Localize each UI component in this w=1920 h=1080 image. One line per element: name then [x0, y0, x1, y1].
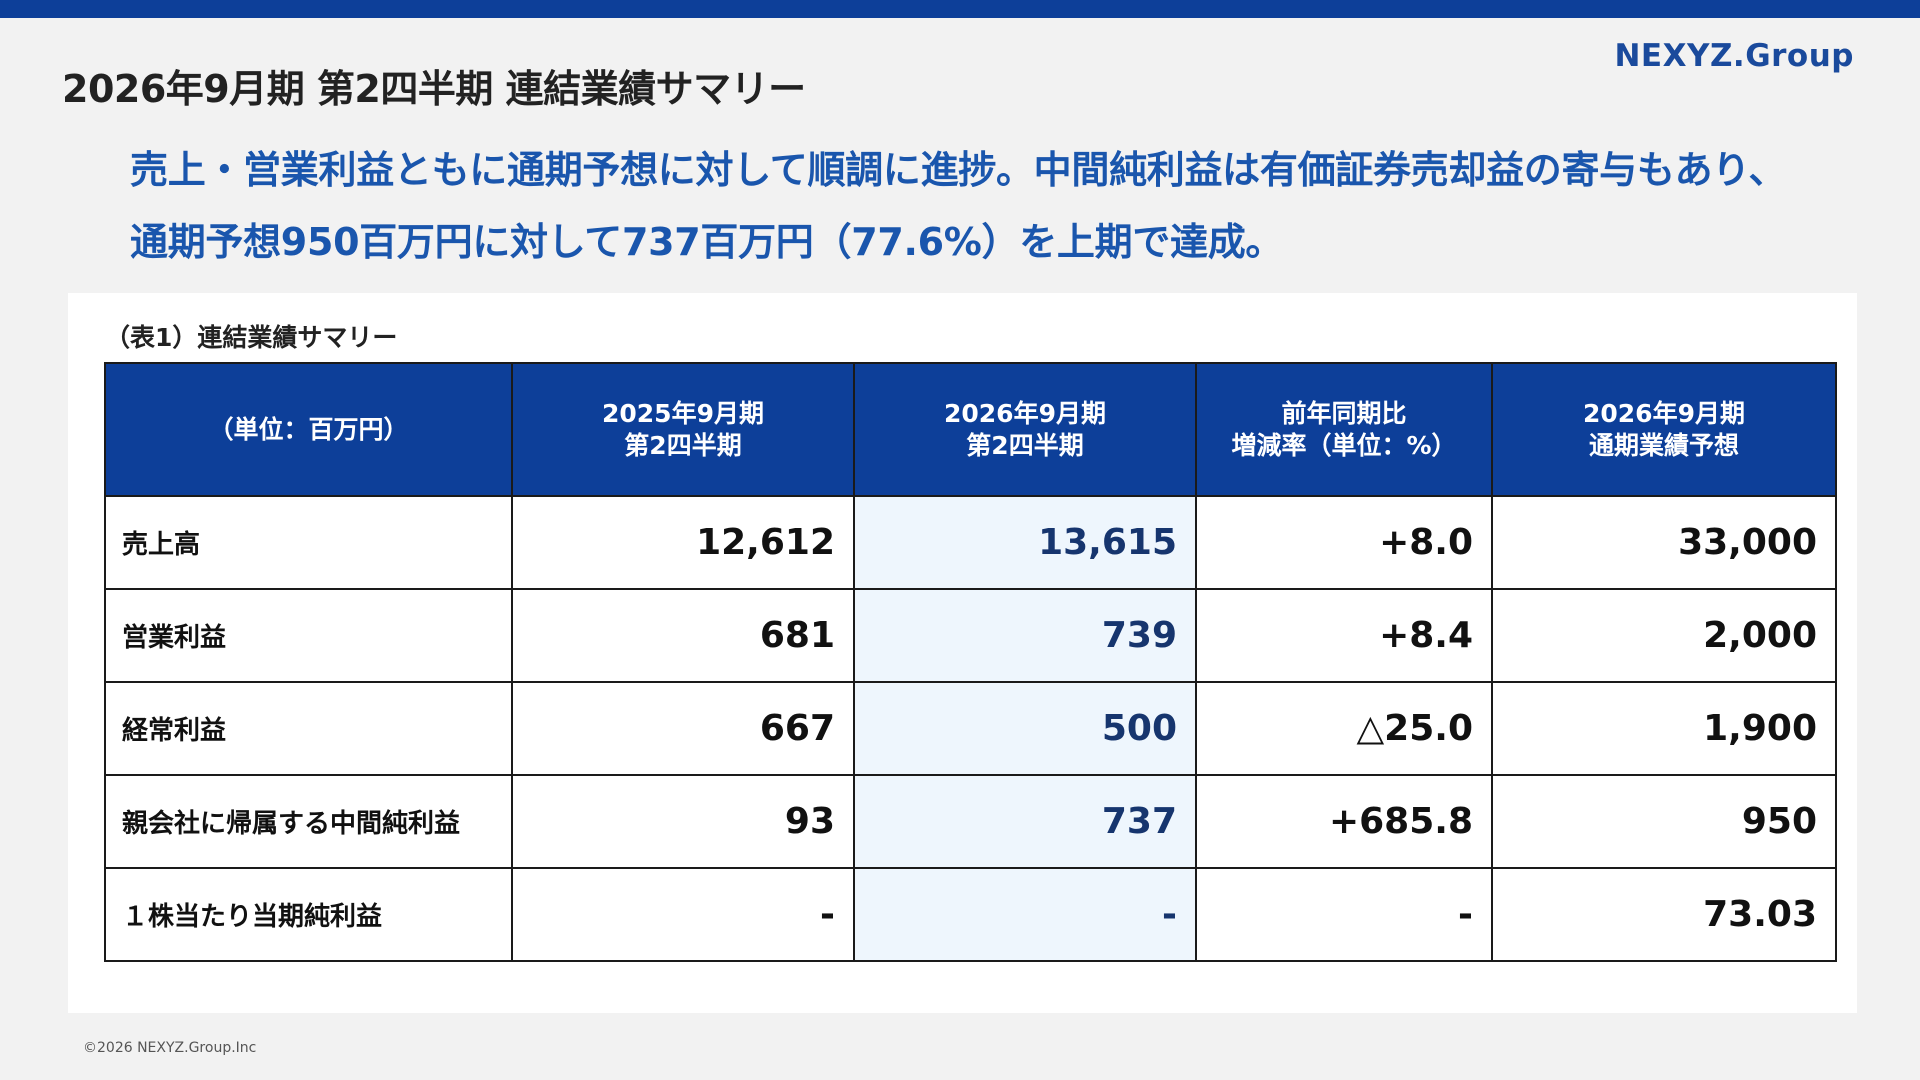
cell-forecast: 33,000 [1491, 495, 1837, 590]
table-row: 売上高 12,612 13,615 +8.0 33,000 [104, 495, 1837, 590]
row-label: １株当たり当期純利益 [104, 867, 513, 962]
cell-forecast: 2,000 [1491, 588, 1837, 683]
table-row: １株当たり当期純利益 - - - 73.03 [104, 867, 1837, 962]
cell-prev: 12,612 [511, 495, 855, 590]
header-text: 増減率（単位：%） [1231, 430, 1457, 460]
cell-forecast: 950 [1491, 774, 1837, 869]
page-title: 2026年9月期 第2四半期 連結業績サマリー [62, 67, 806, 111]
headline-line-1: 売上・営業利益ともに通期予想に対して順調に進捗。中間純利益は有価証券売却益の寄与… [130, 148, 1787, 192]
logo-dot: . [1732, 38, 1746, 74]
cell-prev: 667 [511, 681, 855, 776]
row-label: 親会社に帰属する中間純利益 [104, 774, 513, 869]
cell-prev: - [511, 867, 855, 962]
header-text: 2026年9月期 [944, 398, 1106, 428]
row-label: 売上高 [104, 495, 513, 590]
cell-change: - [1195, 867, 1493, 962]
cell-current: 739 [853, 588, 1197, 683]
header-prev-period: 2025年9月期 第2四半期 [511, 362, 855, 497]
table-row: 営業利益 681 739 +8.4 2,000 [104, 588, 1837, 683]
header-text: 2026年9月期 [1583, 398, 1745, 428]
logo-suffix: Group [1745, 38, 1854, 74]
cell-change: +8.4 [1195, 588, 1493, 683]
cell-current: - [853, 867, 1197, 962]
header-full-year-forecast: 2026年9月期 通期業績予想 [1491, 362, 1837, 497]
cell-change: +685.8 [1195, 774, 1493, 869]
header-text: 2025年9月期 [602, 398, 764, 428]
cell-current: 500 [853, 681, 1197, 776]
cell-current: 13,615 [853, 495, 1197, 590]
table-header-row: （単位：百万円） 2025年9月期 第2四半期 2026年9月期 第2四半期 前年同… [104, 362, 1837, 497]
header-yoy-change: 前年同期比 増減率（単位：%） [1195, 362, 1493, 497]
company-logo: NEXYZ.Group [1614, 38, 1854, 74]
row-label: 営業利益 [104, 588, 513, 683]
header-unit-text: （単位：百万円） [208, 414, 409, 444]
table-row: 親会社に帰属する中間純利益 93 737 +685.8 950 [104, 774, 1837, 869]
cell-prev: 93 [511, 774, 855, 869]
top-accent-bar [0, 0, 1920, 18]
cell-change: △25.0 [1195, 681, 1493, 776]
summary-table: （単位：百万円） 2025年9月期 第2四半期 2026年9月期 第2四半期 前年同… [104, 362, 1837, 962]
table-caption: （表1）連結業績サマリー [105, 323, 398, 352]
cell-forecast: 1,900 [1491, 681, 1837, 776]
headline-line-2: 通期予想950百万円に対して737百万円（77.6%）を上期で達成。 [130, 220, 1284, 264]
row-label: 経常利益 [104, 681, 513, 776]
header-text: 前年同期比 [1281, 398, 1407, 428]
copyright-footer: ©2026 NEXYZ.Group.Inc [83, 1040, 257, 1056]
table-row: 経常利益 667 500 △25.0 1,900 [104, 681, 1837, 776]
cell-change: +8.0 [1195, 495, 1493, 590]
header-current-period: 2026年9月期 第2四半期 [853, 362, 1197, 497]
header-text: 通期業績予想 [1588, 430, 1739, 460]
cell-current: 737 [853, 774, 1197, 869]
cell-forecast: 73.03 [1491, 867, 1837, 962]
header-text: 第2四半期 [966, 430, 1084, 460]
cell-prev: 681 [511, 588, 855, 683]
header-unit: （単位：百万円） [104, 362, 513, 497]
header-text: 第2四半期 [624, 430, 742, 460]
logo-name: NEXYZ [1614, 38, 1733, 74]
headline-message: 売上・営業利益ともに通期予想に対して順調に進捗。中間純利益は有価証券売却益の寄与… [130, 134, 1786, 278]
